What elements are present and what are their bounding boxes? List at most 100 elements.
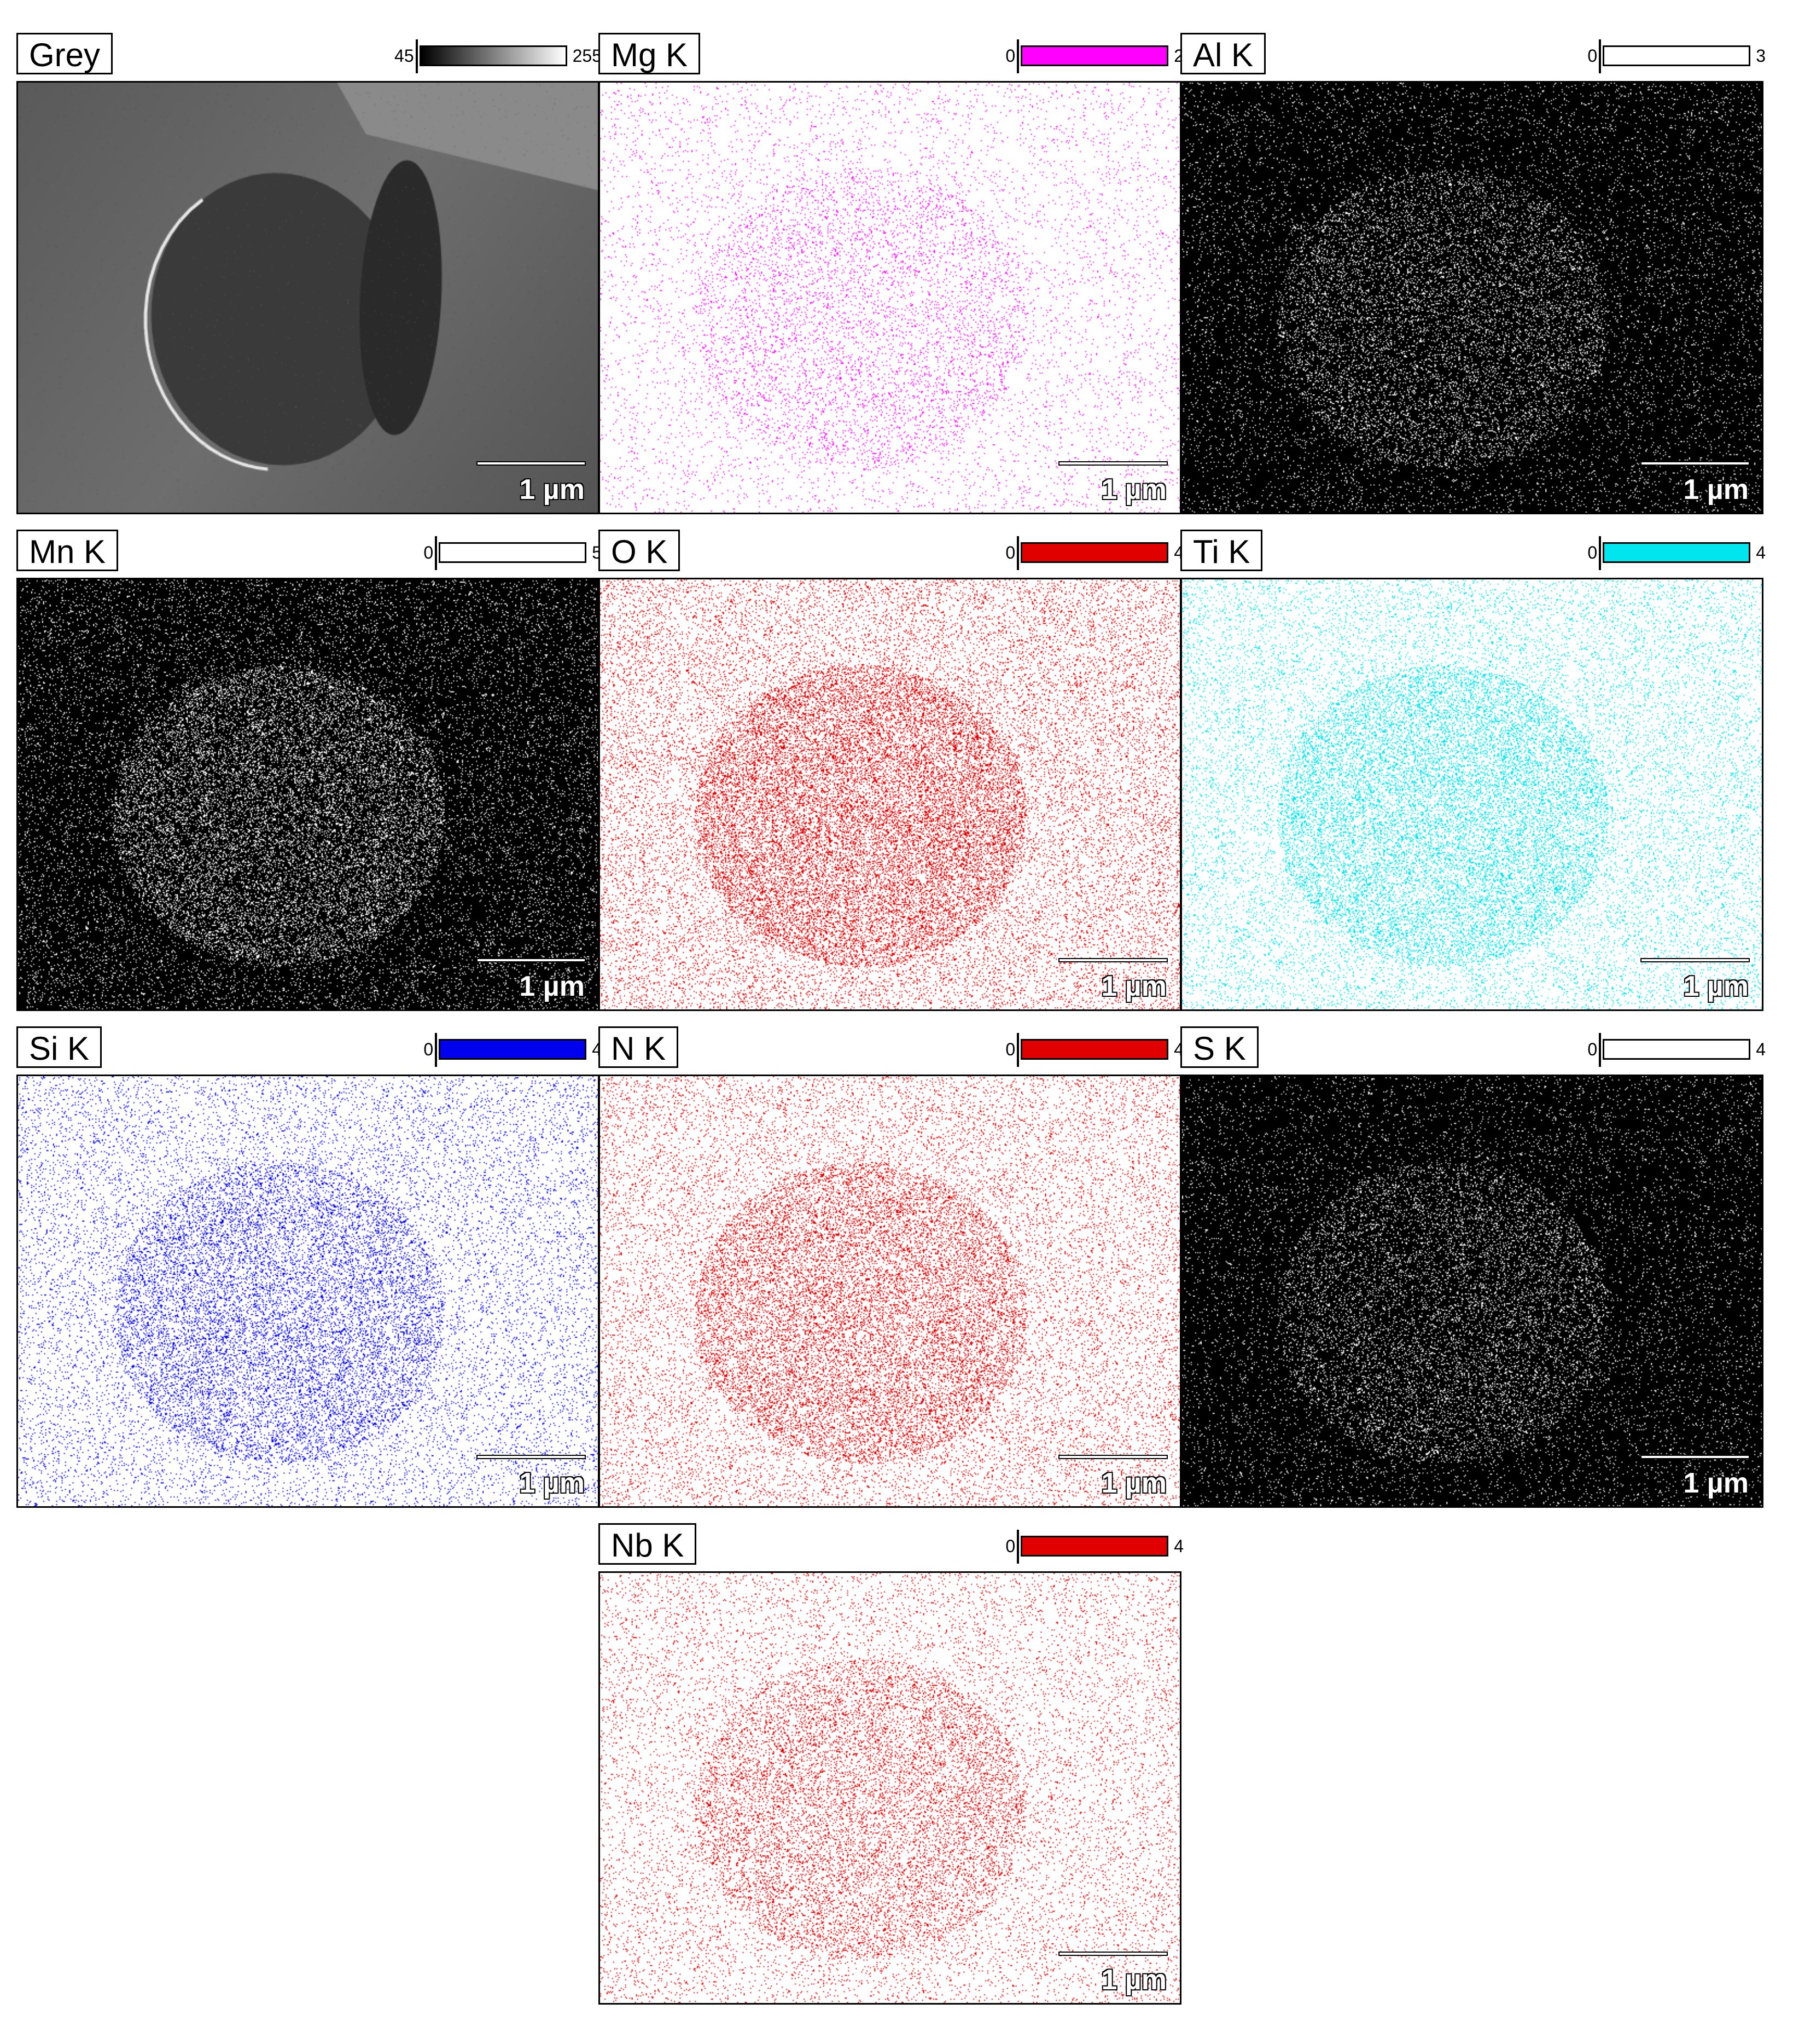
scale-bar-color [1017, 1033, 1169, 1067]
panel-label: Si K [16, 1026, 102, 1068]
panel-label: Mn K [16, 530, 119, 571]
scale-marker-text: 1 µm [1101, 1467, 1167, 1499]
scale-bar-color [435, 536, 587, 570]
element-map: 1 µm [1180, 81, 1763, 514]
map-canvas [1182, 83, 1762, 513]
intensity-scale: 0 4 [1005, 1530, 1184, 1564]
intensity-scale: 45 255 [394, 39, 602, 73]
scale-marker-text: 1 µm [1683, 1467, 1749, 1499]
map-canvas [18, 579, 598, 1009]
scale-marker-line [476, 1455, 586, 1459]
scale-marker: 1 µm [1058, 1952, 1168, 1996]
scale-max: 3 [1756, 45, 1766, 66]
panel-al: Al K 0 3 1 µm [1180, 33, 1766, 525]
intensity-scale: 0 4 [423, 1033, 602, 1067]
panel-mn: Mn K 0 5 1 µm [16, 530, 602, 1022]
scale-min: 0 [423, 1039, 434, 1059]
scale-max: 4 [1756, 1039, 1766, 1059]
scale-max: 4 [1756, 542, 1766, 562]
scale-marker-text: 1 µm [1101, 971, 1167, 1002]
scale-bar-color [1599, 39, 1751, 73]
scale-bar-color [1017, 39, 1169, 73]
map-canvas [600, 83, 1180, 513]
intensity-scale: 0 2 [1005, 39, 1184, 73]
panel-label: Al K [1180, 33, 1266, 74]
panel-s: S K 0 4 1 µm [1180, 1026, 1766, 1519]
panel-label: Nb K [598, 1523, 697, 1565]
scale-marker-line [1640, 958, 1750, 962]
scale-marker-text: 1 µm [519, 1467, 585, 1499]
map-canvas [600, 579, 1180, 1009]
scale-marker: 1 µm [476, 461, 586, 506]
scale-min: 0 [423, 542, 434, 562]
map-canvas [1182, 579, 1762, 1009]
panel-grey: Grey 45 255 1 µm [16, 33, 602, 525]
scale-min: 0 [1005, 542, 1016, 562]
panel-ti: Ti K 0 4 1 µm [1180, 530, 1766, 1022]
scale-min: 0 [1587, 45, 1598, 66]
scale-marker: 1 µm [1640, 958, 1750, 1002]
scale-marker-line [1058, 958, 1168, 962]
scale-marker: 1 µm [476, 1455, 586, 1499]
scale-max: 255 [572, 45, 602, 66]
scale-bar-color [1017, 536, 1169, 570]
map-canvas [600, 1076, 1180, 1506]
sem-image: 1 µm [16, 81, 599, 514]
panel-nb: Nb K 0 4 1 µm [598, 1523, 1184, 2016]
scale-marker: 1 µm [1640, 461, 1750, 506]
map-canvas [18, 1076, 598, 1506]
scale-marker-text: 1 µm [1683, 474, 1749, 506]
panel-o: O K 0 4 1 µm [598, 530, 1184, 1022]
scale-min: 0 [1005, 45, 1016, 66]
element-map: 1 µm [16, 578, 599, 1011]
scale-marker-text: 1 µm [1101, 1964, 1167, 1996]
scale-bar-gradient [415, 39, 567, 73]
panel-label: N K [598, 1026, 679, 1068]
intensity-scale: 0 4 [1005, 1033, 1184, 1067]
intensity-scale: 0 4 [1005, 536, 1184, 570]
intensity-scale: 0 3 [1587, 39, 1766, 73]
scale-marker: 1 µm [1640, 1455, 1750, 1499]
panel-si: Si K 0 4 1 µm [16, 1026, 602, 1519]
scale-marker-text: 1 µm [1101, 474, 1167, 506]
map-canvas [1182, 1076, 1762, 1506]
scale-bar-color [1599, 1033, 1751, 1067]
scale-bar-color [435, 1033, 587, 1067]
scale-bar-color [1599, 536, 1751, 570]
scale-marker-line [476, 461, 586, 466]
scale-marker-line [1058, 461, 1168, 466]
map-canvas [600, 1573, 1180, 2003]
scale-marker: 1 µm [476, 958, 586, 1002]
scale-marker-text: 1 µm [519, 474, 585, 506]
scale-marker: 1 µm [1058, 1455, 1168, 1499]
panel-n: N K 0 4 1 µm [598, 1026, 1184, 1519]
scale-min: 0 [1587, 542, 1598, 562]
scale-marker-text: 1 µm [519, 971, 585, 1002]
scale-min: 0 [1005, 1536, 1016, 1556]
element-map: 1 µm [598, 1571, 1181, 2005]
scale-marker-line [476, 958, 586, 962]
scale-marker: 1 µm [1058, 958, 1168, 1002]
scale-marker-line [1640, 461, 1750, 466]
intensity-scale: 0 4 [1587, 536, 1766, 570]
scale-marker: 1 µm [1058, 461, 1168, 506]
scale-max: 4 [1174, 1536, 1184, 1556]
intensity-scale: 0 5 [423, 536, 602, 570]
scale-marker-text: 1 µm [1683, 971, 1749, 1002]
scale-marker-line [1058, 1455, 1168, 1459]
element-map: 1 µm [1180, 578, 1763, 1011]
scale-min: 45 [394, 45, 414, 66]
scale-marker-line [1640, 1455, 1750, 1459]
panel-label: Grey [16, 33, 113, 74]
element-map: 1 µm [598, 1075, 1181, 1508]
scale-bar-color [1017, 1530, 1169, 1564]
panel-label: S K [1180, 1026, 1259, 1068]
panel-label: Ti K [1180, 530, 1263, 571]
panel-label: O K [598, 530, 680, 571]
element-map: 1 µm [598, 578, 1181, 1011]
map-canvas [18, 83, 598, 513]
element-map: 1 µm [16, 1075, 599, 1508]
scale-min: 0 [1587, 1039, 1598, 1059]
panel-mg: Mg K 0 2 1 µm [598, 33, 1184, 525]
scale-marker-line [1058, 1952, 1168, 1956]
